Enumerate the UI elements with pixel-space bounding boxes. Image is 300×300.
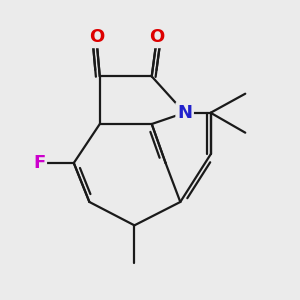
Text: O: O: [149, 28, 165, 46]
Text: F: F: [33, 154, 45, 172]
Text: O: O: [89, 28, 104, 46]
Text: N: N: [177, 104, 192, 122]
